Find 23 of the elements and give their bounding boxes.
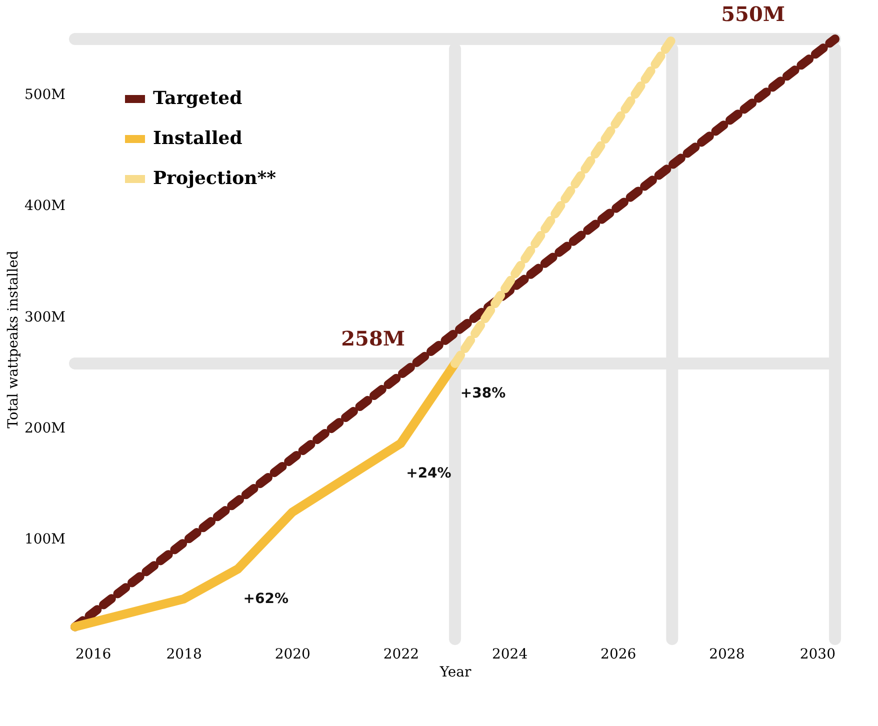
y-tick-label: 500M [24, 87, 66, 104]
y-tick-label: 300M [24, 309, 66, 326]
x-tick-label: 2016 [76, 646, 112, 662]
x-tick-label: 2028 [709, 646, 745, 662]
y-tick-label: 400M [24, 198, 66, 214]
y-tick-label: 200M [24, 420, 66, 436]
x-axis-title: Year [438, 664, 472, 680]
ref-line-label: 258M [341, 326, 405, 350]
y-tick-label: 100M [24, 532, 66, 548]
x-tick-label: 2024 [492, 646, 528, 662]
x-tick-label: 2020 [274, 646, 310, 662]
ref-line-label: 550M [721, 2, 785, 26]
annotation: +62% [243, 591, 288, 607]
annotation: +38% [460, 385, 506, 402]
legend-label: Installed [153, 128, 243, 149]
x-tick-label: 2030 [800, 646, 836, 662]
legend-label: Projection** [153, 168, 277, 189]
y-axis-title: Total wattpeaks installed [5, 250, 22, 428]
x-tick-label: 2026 [600, 646, 636, 662]
x-tick-label: 2022 [383, 646, 420, 662]
annotation: +24% [406, 465, 452, 482]
x-tick-label: 2018 [166, 646, 202, 662]
legend-label: Targeted [153, 88, 243, 109]
